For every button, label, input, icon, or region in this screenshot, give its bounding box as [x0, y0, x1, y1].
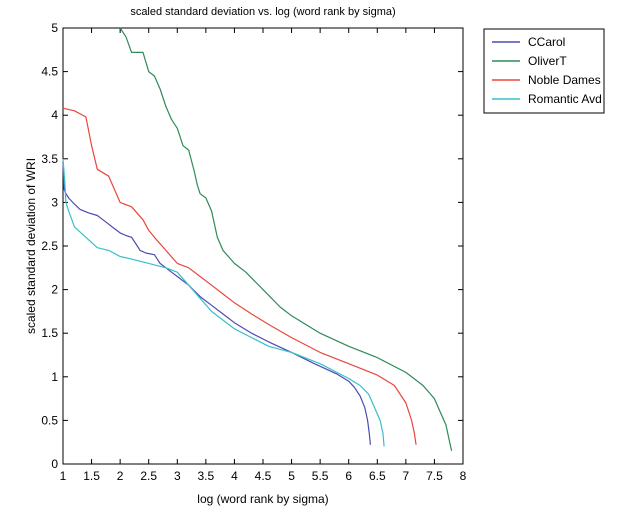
x-tick-label: 5.5 — [312, 469, 329, 483]
legend: CCarol OliverT Noble Dames Romantic Avd — [483, 28, 605, 114]
x-tick-label: 3.5 — [198, 469, 215, 483]
x-tick-label: 6 — [345, 469, 352, 483]
legend-label: OliverT — [528, 54, 567, 68]
x-tick-label: 2.5 — [140, 469, 157, 483]
legend-label: Romantic Avd — [528, 92, 602, 106]
legend-label: Noble Dames — [528, 73, 601, 87]
y-tick-label: 4 — [51, 108, 58, 122]
x-tick-label: 7 — [403, 469, 410, 483]
y-axis-ticks: 0 0.5 1 1.5 2 2.5 3 3.5 4 4.5 5 — [41, 21, 463, 471]
x-tick-label: 8 — [460, 469, 467, 483]
x-tick-label: 4.5 — [255, 469, 272, 483]
y-axis-label: scaled standard deviation of WRI — [24, 158, 38, 334]
y-tick-label: 0 — [51, 457, 58, 471]
y-tick-label: 2.5 — [41, 239, 58, 253]
y-tick-label: 4.5 — [41, 65, 58, 79]
y-tick-label: 2 — [51, 283, 58, 297]
legend-label: CCarol — [528, 35, 565, 49]
x-tick-label: 3 — [174, 469, 181, 483]
x-tick-label: 2 — [117, 469, 124, 483]
series-line-romantic-avd — [62, 158, 385, 447]
x-tick-label: 4 — [231, 469, 238, 483]
x-axis-label: log (word rank by sigma) — [197, 492, 328, 506]
x-tick-label: 1 — [60, 469, 67, 483]
y-tick-label: 1.5 — [41, 326, 58, 340]
series-lines — [62, 27, 453, 452]
y-tick-label: 3 — [51, 195, 58, 209]
y-tick-label: 0.5 — [41, 413, 58, 427]
y-tick-label: 5 — [51, 21, 58, 35]
y-tick-label: 1 — [51, 370, 58, 384]
x-tick-label: 7.5 — [426, 469, 443, 483]
y-tick-label: 3.5 — [41, 152, 58, 166]
x-tick-label: 6.5 — [369, 469, 386, 483]
series-line-noble-dames — [62, 107, 417, 445]
x-tick-label: 1.5 — [83, 469, 100, 483]
legend-items: CCarol OliverT Noble Dames Romantic Avd — [492, 35, 602, 106]
chart-title: scaled standard deviation vs. log (word … — [130, 6, 395, 18]
x-tick-label: 5 — [288, 469, 295, 483]
plot-area — [62, 27, 464, 465]
series-line-olivert — [119, 27, 453, 452]
x-axis-ticks: 1 1.5 2 2.5 3 3.5 4 4.5 5 5.5 6 6.5 7 7.5 8 — [60, 28, 467, 483]
